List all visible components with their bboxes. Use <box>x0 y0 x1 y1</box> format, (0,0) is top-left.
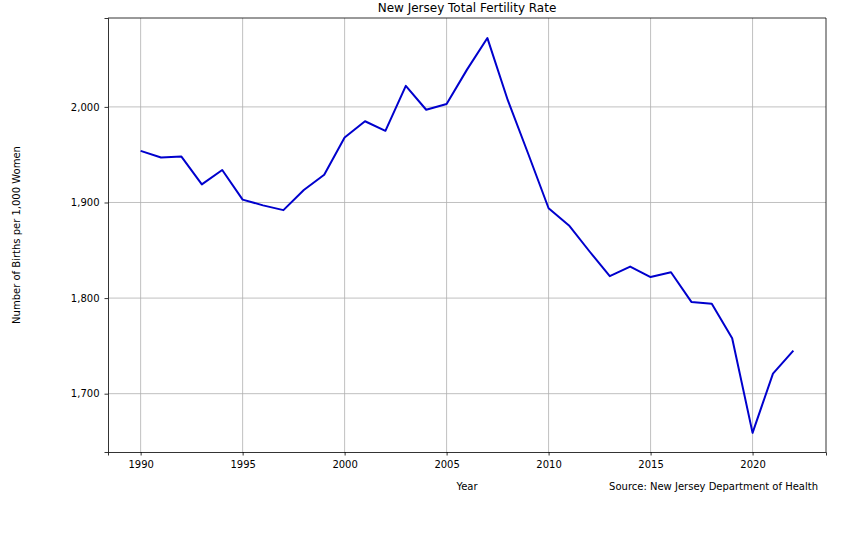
x-tick: 2005 <box>434 452 459 470</box>
grid-line <box>108 298 826 299</box>
grid <box>108 18 826 452</box>
x-axis: 1990 1995 2000 2005 2010 2015 2020 <box>109 452 827 470</box>
x-tick-label: 2010 <box>536 459 561 470</box>
grid-line <box>548 18 549 452</box>
y-tick-label: 2,000 <box>71 102 100 113</box>
x-tick: 1995 <box>230 452 255 470</box>
x-tick-mark <box>549 452 550 456</box>
y-tick: 1,800 <box>71 293 108 304</box>
x-tick-mark <box>651 452 652 456</box>
grid-line <box>752 18 753 452</box>
grid-line <box>242 18 243 452</box>
y-tick: 1,900 <box>71 197 108 208</box>
y-tick-mark <box>105 202 109 203</box>
y-tick-label: 1,900 <box>71 197 100 208</box>
y-tick-mark <box>105 298 109 299</box>
plot-area <box>141 38 794 433</box>
x-tick-label: 1995 <box>230 459 255 470</box>
grid-line <box>344 18 345 452</box>
annotation: Source: New Jersey Department of Health <box>609 481 818 492</box>
x-tick: 2010 <box>536 452 561 470</box>
x-tick-label: 2000 <box>332 459 357 470</box>
y-tick: 2,000 <box>71 102 108 113</box>
grid-line <box>108 202 826 203</box>
y-tick-mark <box>105 107 109 108</box>
x-tick-mark <box>243 452 244 456</box>
y-tick-mark <box>105 394 109 395</box>
y-tick-label: 1,700 <box>71 388 100 399</box>
x-tick: 2015 <box>638 452 663 470</box>
x-tick-label: 2020 <box>740 459 765 470</box>
grid-line <box>140 18 141 452</box>
x-tick-label: 2015 <box>638 459 663 470</box>
x-tick: 1990 <box>128 452 153 470</box>
axis-line <box>105 19 109 453</box>
y-axis-title: Number of Births per 1,000 Women <box>11 146 22 324</box>
grid-line <box>650 18 651 452</box>
y-axis: 1,700 1,800 1,900 2,000 <box>71 19 109 453</box>
chart: 19901995200020052010201520201,7001,8001,… <box>0 0 864 545</box>
x-tick-mark <box>447 452 448 456</box>
x-tick: 2020 <box>740 452 765 470</box>
axis-line <box>109 453 827 456</box>
title: New Jersey Total Fertility Rate <box>378 1 557 15</box>
y-tick: 1,700 <box>71 388 108 399</box>
x-tick-mark <box>141 452 142 456</box>
frame <box>826 18 827 452</box>
grid-line <box>446 18 447 452</box>
grid-line <box>108 106 826 107</box>
x-axis-title: Year <box>455 481 478 492</box>
x-tick-label: 2005 <box>434 459 459 470</box>
x-tick-mark <box>345 452 346 456</box>
x-tick: 2000 <box>332 452 357 470</box>
x-tick-label: 1990 <box>128 459 153 470</box>
grid-line <box>108 393 826 394</box>
frame <box>108 18 826 19</box>
x-tick-mark <box>753 452 754 456</box>
y-tick-label: 1,800 <box>71 293 100 304</box>
data-line <box>141 38 794 433</box>
